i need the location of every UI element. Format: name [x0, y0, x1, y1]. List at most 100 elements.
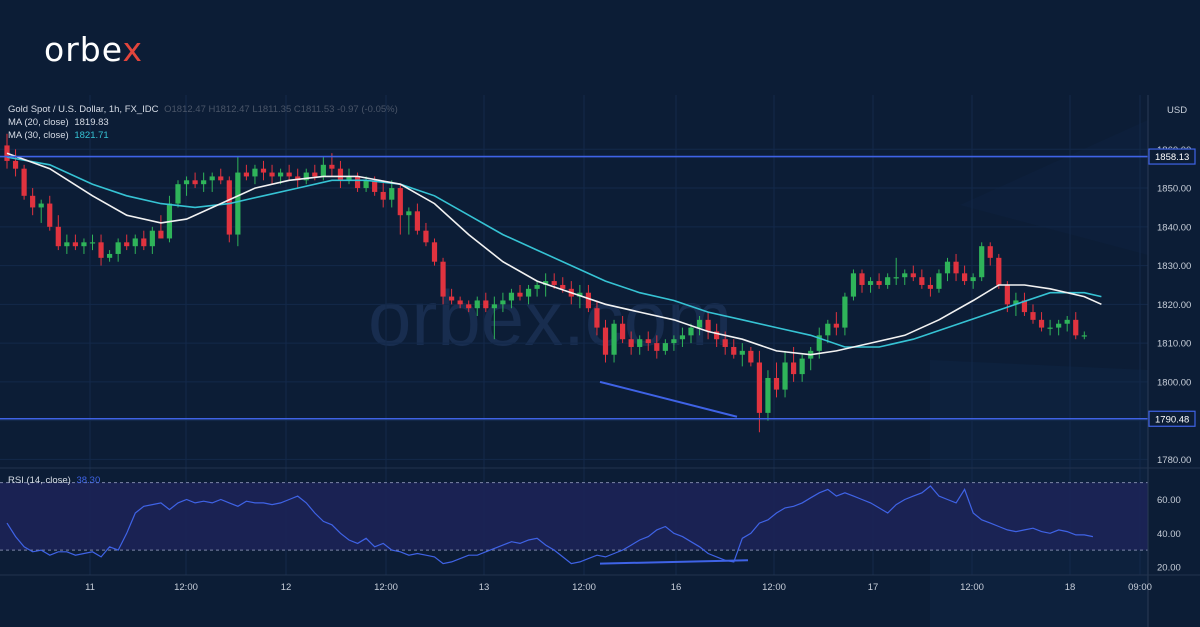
candle	[936, 269, 942, 293]
candle-body	[397, 188, 403, 216]
price-tick-label: 1800.00	[1157, 377, 1191, 388]
time-tick-label: 12:00	[572, 582, 596, 593]
candle-body	[987, 246, 993, 258]
candle	[363, 176, 369, 192]
candle-body	[560, 284, 566, 289]
symbol-name: Gold Spot / U.S. Dollar, 1h, FX_IDC	[8, 104, 159, 115]
candle-body	[867, 281, 874, 285]
candle-body	[98, 242, 104, 258]
candle	[201, 172, 207, 192]
candle-body	[594, 308, 600, 328]
candle-body	[201, 180, 207, 185]
candle	[389, 180, 395, 208]
currency-label: USD	[1167, 105, 1187, 116]
level-badge-box	[1148, 148, 1196, 165]
candle-body	[722, 339, 728, 347]
candle	[81, 238, 87, 254]
level-badge-text: 1790.48	[1155, 414, 1189, 425]
candle-body	[876, 281, 882, 285]
candle-body	[654, 343, 660, 351]
time-tick-label: 12:00	[174, 582, 198, 593]
candle	[902, 269, 908, 285]
candle-body	[38, 203, 44, 208]
candle-body	[936, 273, 942, 289]
candle-body	[696, 319, 703, 328]
candle	[423, 222, 429, 247]
rsi-divergence-line	[599, 559, 749, 565]
candle	[893, 257, 899, 285]
candle	[491, 296, 497, 340]
candle-body	[346, 176, 352, 181]
candle-body	[543, 281, 549, 285]
candle	[218, 168, 224, 185]
candle-body	[910, 273, 916, 278]
candle-body	[577, 292, 583, 297]
orbex-logo: orbex	[44, 30, 143, 69]
candle	[166, 195, 173, 243]
candle-body	[107, 253, 113, 258]
candle-body	[431, 242, 438, 262]
candle-body	[508, 292, 515, 301]
candle-body	[30, 195, 36, 208]
time-tick-label: 17	[868, 582, 879, 593]
candle	[1073, 312, 1079, 340]
candle-body	[235, 172, 241, 235]
candle	[286, 164, 292, 181]
candle	[799, 354, 805, 382]
ma20-label: MA (20, close)	[8, 117, 69, 128]
candle	[876, 273, 882, 289]
candle-body	[885, 277, 891, 285]
candle	[628, 331, 634, 355]
candle-body	[637, 339, 643, 347]
candle-body	[243, 172, 249, 177]
candle	[21, 164, 27, 200]
background-decor	[930, 120, 1148, 627]
ma20-line	[6, 152, 1102, 356]
candle	[192, 172, 198, 189]
candle	[158, 215, 164, 239]
rsi-line	[6, 485, 1094, 565]
rsi-axis: 20.00 40.00 60.00	[1157, 495, 1181, 574]
candle-body	[765, 377, 771, 413]
price-tick-label: 1850.00	[1157, 184, 1191, 195]
time-tick-label: 09:00	[1128, 582, 1152, 593]
candle-body	[1038, 319, 1045, 328]
candle-body	[825, 323, 831, 336]
candle-body	[209, 176, 215, 181]
candle-body	[1056, 323, 1062, 328]
candle	[671, 335, 677, 351]
candle	[594, 300, 600, 336]
rsi-value: 38.30	[76, 475, 101, 486]
candle-body	[47, 203, 53, 227]
candle	[782, 350, 788, 398]
candle	[748, 346, 754, 367]
candle	[252, 164, 258, 185]
candle-body	[688, 327, 694, 336]
candle-body	[372, 180, 378, 192]
candle-body	[466, 304, 472, 309]
candle	[910, 265, 916, 282]
candle	[645, 331, 651, 351]
candle	[337, 160, 344, 189]
candle-body	[970, 277, 976, 282]
candle-body	[303, 172, 309, 181]
candle	[466, 300, 472, 313]
candle-body	[944, 261, 951, 274]
candle-body	[833, 323, 839, 328]
candle-body	[380, 191, 386, 200]
candle-body	[423, 230, 429, 243]
candle	[602, 319, 609, 363]
candle	[1038, 312, 1045, 332]
candle-body	[859, 273, 865, 285]
candle-body	[260, 168, 267, 173]
candle	[141, 230, 147, 251]
candle-body	[192, 180, 198, 185]
candle	[654, 335, 660, 359]
candle-body	[457, 300, 463, 305]
time-tick-label: 12:00	[762, 582, 786, 593]
rsi-band	[0, 482, 1148, 551]
candle	[431, 238, 438, 266]
time-tick-label: 13	[479, 582, 490, 593]
candle	[662, 339, 668, 355]
candles-group	[4, 133, 1087, 433]
